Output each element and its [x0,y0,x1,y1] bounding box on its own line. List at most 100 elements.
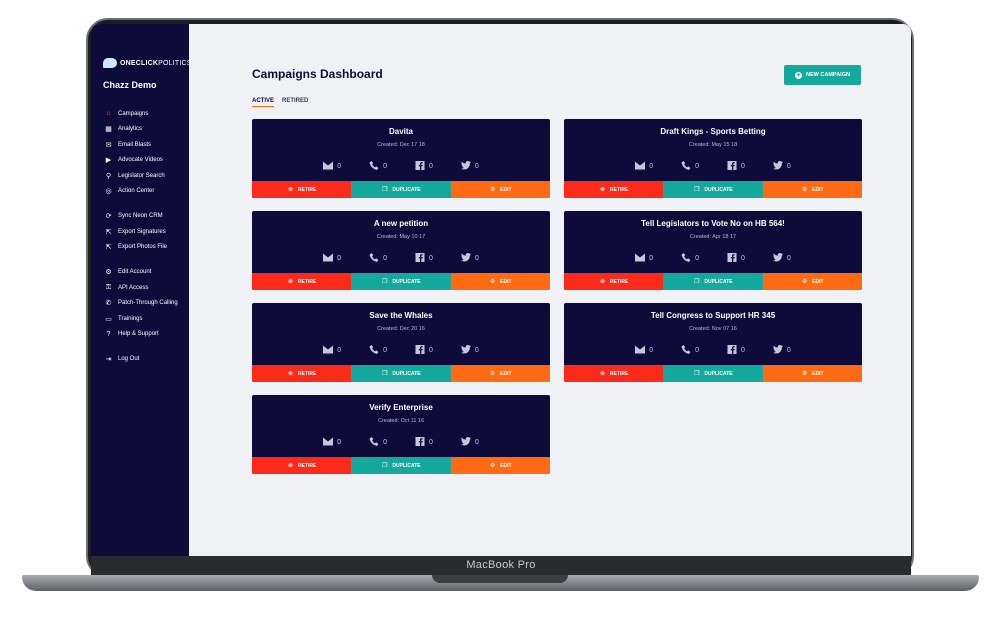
duplicate-button[interactable]: ❐ DUPLICATE [663,365,763,382]
key-icon: ⚿ [105,283,112,291]
copy-icon: ❐ [382,463,388,469]
nav-group-gap [104,255,188,265]
sidebar-item-log-out[interactable]: ⇥ Log Out [104,352,188,368]
sidebar-item-campaigns[interactable]: ⌂ Campaigns [104,106,188,122]
tab-active[interactable]: ACTIVE [252,98,275,107]
campaign-title[interactable]: Draft Kings - Sports Betting [660,127,766,136]
retire-label: RETIRE [297,278,317,285]
laptop-bezel-bottom: MacBook Pro [91,556,911,576]
duplicate-button[interactable]: ❐ DUPLICATE [351,273,451,290]
edit-button[interactable]: ⚙ EDIT [762,181,862,198]
sidebar-item-analytics[interactable]: ▦ Analytics [104,122,188,138]
retire-button[interactable]: ⊗ RETIRE [252,181,352,198]
edit-label: EDIT [812,370,824,377]
duplicate-button[interactable]: ❐ DUPLICATE [351,181,451,198]
plus-circle-icon: + [795,71,803,79]
device-label: MacBook Pro [466,559,536,571]
sidebar-item-export-signatures[interactable]: ⇱ Export Signatures [104,224,188,240]
edit-button[interactable]: ⚙ EDIT [450,365,550,382]
sync-icon: ⟳ [105,213,112,221]
twitter-stat: 0 [460,437,479,448]
duplicate-button[interactable]: ❐ DUPLICATE [663,273,763,290]
new-campaign-label: NEW CAMPAIGN [806,72,850,78]
campaign-title[interactable]: Tell Congress to Support HR 345 [650,311,776,320]
sidebar-item-sync-neon-crm[interactable]: ⟳ Sync Neon CRM [104,209,188,225]
edit-button[interactable]: ⚙ EDIT [450,273,550,290]
call-count: 0 [383,163,387,170]
sidebar-item-advocate-videos[interactable]: ▶ Advocate Videos [104,153,188,169]
duplicate-button[interactable]: ❐ DUPLICATE [351,365,451,382]
gear-icon: ⚙ [801,371,808,377]
retire-button[interactable]: ⊗ RETIRE [252,365,352,382]
gear-icon: ⚙ [801,279,808,285]
edit-label: EDIT [812,186,824,193]
retire-button[interactable]: ⊗ RETIRE [252,273,352,290]
sidebar-item-legislator-search[interactable]: ⚲ Legislator Search [104,168,188,184]
page-title: Campaigns Dashboard [252,67,383,81]
edit-button[interactable]: ⚙ EDIT [450,457,550,474]
app-screen: ONECLICKPOLITICS Chazz Demo ⌂ Campaigns ▦ A… [91,24,911,556]
close-circle-icon: ⊗ [599,371,605,377]
sidebar-item-api-access[interactable]: ⚿ API Access [104,280,188,296]
campaign-title[interactable]: Tell Legislators to Vote No on HB 564! [641,219,785,228]
campaign-stats: 0 0 0 0 [564,161,862,172]
twitter-icon [772,253,783,264]
edit-button[interactable]: ⚙ EDIT [762,273,862,290]
sidebar-item-edit-account[interactable]: ⚙ Edit Account [104,265,188,281]
edit-label: EDIT [500,186,512,193]
retire-button[interactable]: ⊗ RETIRE [564,365,664,382]
retire-button[interactable]: ⊗ RETIRE [564,273,664,290]
campaign-created-date: Created: Oct 11 16 [377,418,425,424]
campaign-title[interactable]: A new petition [373,219,429,228]
duplicate-button[interactable]: ❐ DUPLICATE [663,181,763,198]
export-icon: ⇱ [105,228,112,236]
sidebar-item-label: Trainings [118,315,143,322]
edit-button[interactable]: ⚙ EDIT [762,365,862,382]
sidebar-item-help-support[interactable]: ? Help & Support [104,327,188,343]
envelope-icon [635,345,646,356]
edit-label: EDIT [500,278,512,285]
call-count: 0 [383,255,387,262]
sidebar-item-label: Export Photos File [118,244,168,251]
tab-retired[interactable]: RETIRED [282,98,309,104]
campaign-created-date: Created: May 15 18 [688,142,738,148]
campaign-actions: ⊗ RETIRE ❐ DUPLICATE ⚙ EDIT [252,365,550,382]
retire-label: RETIRE [609,370,629,377]
sidebar-item-label: Campaigns [118,110,149,117]
home-icon: ⌂ [106,110,111,118]
retire-button[interactable]: ⊗ RETIRE [252,457,352,474]
campaign-title[interactable]: Save the Whales [369,311,433,320]
email-count: 0 [337,439,342,446]
edit-button[interactable]: ⚙ EDIT [450,181,550,198]
twitter-icon [460,161,471,172]
new-campaign-button[interactable]: + NEW CAMPAIGN [784,65,861,85]
sidebar-item-patch-through-calling[interactable]: ✆ Patch-Through Calling [104,296,188,312]
retire-button[interactable]: ⊗ RETIRE [564,181,664,198]
envelope-icon: ✉ [105,141,112,149]
call-stat: 0 [369,345,387,356]
campaign-title[interactable]: Davita [388,127,413,136]
envelope-icon [323,437,334,448]
campaign-tabs: ACTIVE RETIRED [252,98,308,107]
twitter-stat: 0 [460,345,479,356]
sidebar-item-action-center[interactable]: ◎ Action Center [104,184,188,200]
sidebar-item-trainings[interactable]: ▭ Trainings [104,311,188,327]
phone-icon [369,161,379,172]
facebook-icon [727,161,737,172]
campaign-title[interactable]: Verify Enterprise [369,403,433,412]
twitter-stat: 0 [460,161,479,172]
campaign-card: Draft Kings - Sports Betting Created: Ma… [564,119,862,198]
sidebar-item-export-photos-file[interactable]: ⇱ Export Photos File [104,240,188,256]
app-logo: ONECLICKPOLITICS [103,58,192,68]
facebook-icon [727,345,737,356]
sidebar-item-email-blasts[interactable]: ✉ Email Blasts [104,137,188,153]
twitter-icon [460,253,471,264]
email-stat: 0 [323,345,341,356]
gear-icon: ⚙ [801,187,808,193]
call-count: 0 [695,163,699,170]
gear-icon: ⚙ [105,269,112,277]
campaign-actions: ⊗ RETIRE ❐ DUPLICATE ⚙ EDIT [252,273,550,290]
copy-icon: ❐ [694,371,700,377]
duplicate-button[interactable]: ❐ DUPLICATE [351,457,451,474]
